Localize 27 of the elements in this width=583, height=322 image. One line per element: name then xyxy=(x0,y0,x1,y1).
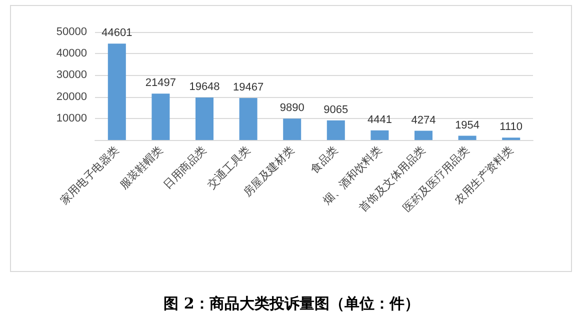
data-label: 4274 xyxy=(411,114,436,126)
data-label: 19648 xyxy=(189,81,220,94)
bar xyxy=(458,136,476,140)
text: 图 2：商品大类投诉量图（单位：件） xyxy=(164,294,420,312)
y-tick-label: 30000 xyxy=(56,69,87,82)
x-tick-label: 食品类 xyxy=(308,143,340,176)
bar xyxy=(239,98,258,140)
data-label: 9890 xyxy=(280,102,304,114)
bar xyxy=(196,98,214,140)
y-tick-label: 20000 xyxy=(56,90,87,103)
y-tick-label: 40000 xyxy=(56,48,87,60)
data-label: 1954 xyxy=(455,119,480,132)
data-label: 9065 xyxy=(324,104,348,116)
y-tick-label: 50000 xyxy=(56,26,87,38)
data-label: 4441 xyxy=(367,114,392,126)
bar xyxy=(152,94,170,140)
bar xyxy=(370,130,389,140)
bar xyxy=(108,44,126,140)
bar xyxy=(414,130,432,140)
data-label: 44601 xyxy=(102,27,132,40)
data-label: 21497 xyxy=(145,77,176,90)
bar xyxy=(283,118,302,140)
x-tick-label: 家用电子电器类 xyxy=(58,143,122,208)
data-label: 1110 xyxy=(500,121,523,134)
y-tick-label: 10000 xyxy=(56,112,87,124)
data-label: 19467 xyxy=(233,81,264,94)
bar xyxy=(326,120,345,140)
